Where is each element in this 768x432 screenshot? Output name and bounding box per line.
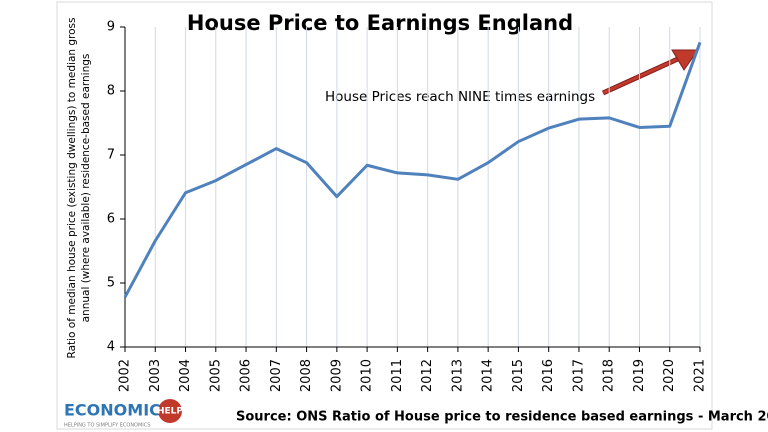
x-tick-label: 2017 xyxy=(571,359,586,392)
arrow xyxy=(601,49,699,96)
y-tick-label: 5 xyxy=(107,276,115,291)
y-axis-label: Ratio of median house price (existing dw… xyxy=(66,18,92,359)
y-tick-label: 9 xyxy=(107,20,115,35)
y-tick-label: 4 xyxy=(107,340,115,355)
logo-tagline: HELPING TO SIMPLIFY ECONOMICS xyxy=(64,423,150,429)
annotation: House Prices reach NINE times earnings xyxy=(325,89,595,105)
x-tick-label: 2007 xyxy=(269,359,284,392)
x-tick-label: 2004 xyxy=(178,359,193,392)
x-tick-label: 2020 xyxy=(662,359,677,392)
y-tick-label: 8 xyxy=(107,84,115,99)
y-label-line: Ratio of median house price (existing dw… xyxy=(66,18,78,359)
y-tick-label: 6 xyxy=(107,212,115,227)
x-tick-label: 2012 xyxy=(420,359,435,392)
y-tick-label: 7 xyxy=(107,148,115,163)
x-tick-label: 2014 xyxy=(481,359,496,392)
x-tick-label: 2003 xyxy=(148,359,163,392)
chart-title: House Price to Earnings England xyxy=(187,11,573,35)
x-tick-label: 2009 xyxy=(329,359,344,392)
source: Source: ONS Ratio of House price to resi… xyxy=(236,410,768,425)
x-tick-label: 2018 xyxy=(602,359,617,392)
x-tick-label: 2006 xyxy=(239,359,254,392)
line xyxy=(123,41,702,298)
logo-name: ECONOMICS xyxy=(64,401,173,420)
x-tick-label: 2010 xyxy=(360,359,375,392)
y-label-line: annual (where available) residence-based… xyxy=(80,54,92,323)
x-tick-label: 2005 xyxy=(208,359,223,392)
x-tick-label: 2021 xyxy=(693,359,708,392)
x-tick-label: 2008 xyxy=(299,359,314,392)
x-tick-label: 2011 xyxy=(390,359,405,392)
x-tick-label: 2019 xyxy=(632,359,647,392)
logo-badge-bg xyxy=(158,399,182,423)
x-tick-label: 2015 xyxy=(511,359,526,392)
x-tick-label: 2016 xyxy=(541,359,556,392)
x-tick-label: 2002 xyxy=(118,359,133,392)
chart-frame xyxy=(56,1,713,430)
logo-badge: HELP xyxy=(157,407,183,417)
x-tick-label: 2013 xyxy=(450,359,465,392)
